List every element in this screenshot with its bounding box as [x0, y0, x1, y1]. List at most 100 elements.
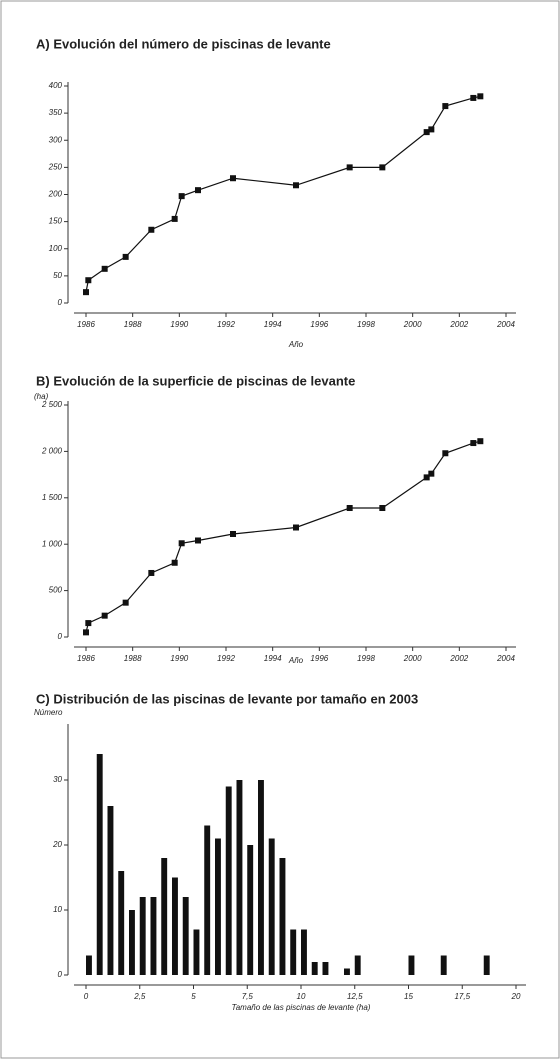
bar	[96, 754, 103, 975]
marker	[101, 612, 108, 619]
bar	[86, 955, 92, 975]
x-tick-label: 12,5	[347, 992, 363, 1001]
x-tick-label: 15	[404, 992, 413, 1001]
x-tick-label: 1990	[170, 654, 188, 663]
bar	[107, 806, 114, 975]
x-tick-label: 7,5	[242, 992, 254, 1001]
marker	[477, 93, 484, 100]
x-tick-label: 5	[191, 992, 196, 1001]
x-axis-label: Tamaño de las piscinas de levante (ha)	[232, 1003, 371, 1012]
y-tick-label: 100	[49, 244, 63, 253]
y-tick-label: 150	[49, 217, 63, 226]
bar	[440, 955, 447, 975]
x-tick-label: 17,5	[454, 992, 470, 1001]
x-axis-label: Año	[288, 656, 304, 665]
marker	[148, 569, 155, 576]
y-tick-label: 0	[58, 970, 63, 979]
x-tick-label: 1990	[170, 320, 188, 329]
x-tick-label: 1988	[124, 654, 142, 663]
y-axis-label: (ha)	[34, 392, 49, 401]
chart-title: A) Evolución del número de piscinas de l…	[36, 36, 331, 51]
y-tick-label: 1 500	[42, 493, 63, 502]
bar	[311, 962, 318, 975]
bar	[290, 929, 297, 975]
marker	[122, 599, 129, 606]
marker	[171, 559, 178, 566]
marker	[122, 253, 129, 260]
bar	[172, 877, 178, 975]
marker	[428, 126, 435, 133]
bar	[483, 955, 490, 975]
bar	[354, 955, 361, 975]
bar	[268, 838, 275, 975]
bar	[236, 780, 243, 975]
y-tick-label: 400	[49, 81, 63, 90]
chart-title: B) Evolución de la superficie de piscina…	[36, 373, 355, 388]
x-tick-label: 1988	[124, 320, 142, 329]
bar	[247, 845, 254, 975]
bar	[344, 968, 350, 975]
marker	[477, 438, 484, 445]
marker	[293, 182, 299, 189]
marker	[83, 289, 89, 296]
marker	[442, 103, 449, 110]
bar	[322, 962, 329, 975]
x-axis-label: Año	[288, 340, 304, 349]
x-tick-label: 1996	[310, 320, 328, 329]
x-tick-label: 1994	[264, 654, 282, 663]
marker	[148, 226, 155, 233]
marker	[195, 187, 201, 194]
x-tick-label: 20	[511, 992, 521, 1001]
bar	[408, 955, 415, 975]
marker	[230, 530, 236, 537]
x-tick-label: 2000	[403, 320, 422, 329]
y-tick-label: 20	[52, 840, 62, 849]
x-tick-label: 2,5	[133, 992, 146, 1001]
bar	[204, 825, 211, 975]
y-tick-label: 50	[53, 271, 62, 280]
y-tick-label: 500	[49, 586, 63, 595]
x-tick-label: 2000	[403, 654, 422, 663]
marker	[346, 164, 353, 171]
marker	[346, 505, 353, 512]
bar	[215, 838, 221, 975]
marker	[470, 94, 477, 101]
marker	[379, 164, 386, 171]
y-tick-label: 0	[58, 632, 63, 641]
bar	[225, 786, 232, 975]
y-axis-label: Número	[34, 708, 63, 717]
marker	[195, 537, 201, 544]
y-tick-label: 250	[48, 162, 63, 171]
chart-title: C) Distribución de las piscinas de levan…	[36, 691, 418, 706]
y-tick-label: 10	[53, 905, 62, 914]
bar	[139, 897, 146, 975]
marker	[423, 474, 430, 481]
x-tick-label: 1998	[357, 654, 375, 663]
bar	[193, 929, 200, 975]
marker	[85, 277, 92, 284]
bar	[129, 910, 135, 975]
y-tick-label: 350	[49, 108, 63, 117]
x-tick-label: 1992	[217, 654, 235, 663]
bar	[279, 858, 286, 975]
y-tick-label: 0	[58, 298, 63, 307]
x-tick-label: 0	[84, 992, 89, 1001]
marker	[178, 540, 185, 547]
y-tick-label: 2 000	[41, 447, 63, 456]
x-tick-label: 1986	[77, 320, 95, 329]
marker	[171, 215, 178, 222]
y-tick-label: 200	[48, 190, 63, 199]
bar	[161, 858, 168, 975]
marker	[423, 129, 430, 136]
bar	[301, 929, 307, 975]
marker	[442, 450, 449, 457]
y-tick-label: 1 000	[42, 539, 63, 548]
x-tick-label: 10	[297, 992, 306, 1001]
x-tick-label: 1992	[217, 320, 235, 329]
x-tick-label: 1986	[77, 654, 95, 663]
marker	[379, 505, 386, 512]
marker	[101, 265, 108, 272]
x-tick-label: 1994	[264, 320, 282, 329]
y-tick-label: 300	[49, 135, 63, 144]
bar	[258, 780, 264, 975]
